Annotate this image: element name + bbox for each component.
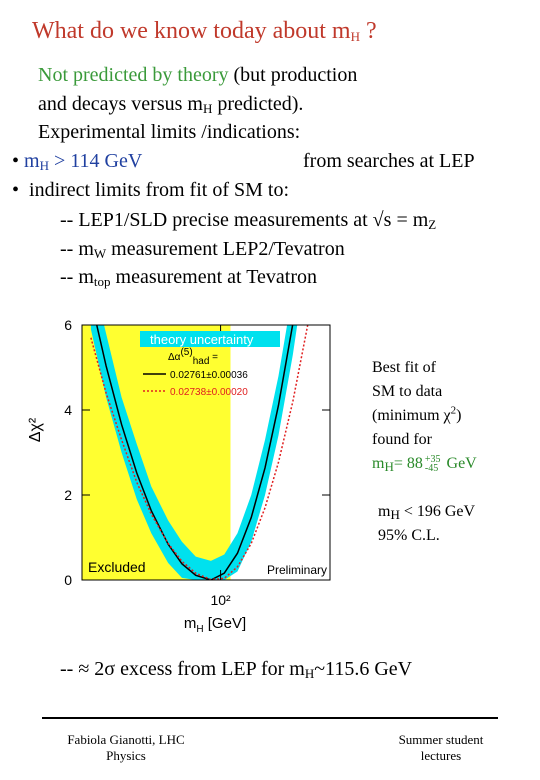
text: SM to data — [372, 383, 443, 400]
sub: H — [39, 158, 49, 173]
plot-area — [82, 325, 330, 580]
legend-header-part: had — [193, 356, 210, 367]
text: Summer student — [398, 732, 484, 747]
limit-note: mH < 196 GeV 95% C.L. — [378, 500, 475, 548]
text: [GeV] — [204, 615, 247, 632]
frame — [81, 324, 331, 581]
body-line: and decays versus mH predicted). — [38, 93, 303, 116]
series-line — [95, 325, 294, 580]
title-text: What do we know today about m — [32, 18, 351, 44]
legend-label: 0.02761±0.00036 — [170, 370, 248, 381]
x-axis-label: mH [GeV] — [184, 615, 246, 635]
body-line: Experimental limits /indications: — [38, 121, 301, 143]
text: = 88 — [393, 455, 423, 472]
text: m — [372, 455, 385, 472]
text: > 114 GeV — [48, 150, 143, 172]
sub: top — [93, 274, 111, 289]
sup: 2 — [450, 404, 457, 417]
text: lectures — [420, 748, 462, 763]
text: m — [378, 503, 391, 520]
annotation: Preliminary — [267, 563, 327, 577]
text: Fabiola Gianotti, LHC — [67, 732, 185, 747]
plot: Δχ² mH [GeV] 0 2 4 6 10² Excluded Preliminary t… — [27, 317, 331, 635]
legend-band-label: theory uncertainty — [150, 332, 254, 347]
text: -- m — [60, 266, 94, 288]
text: Best fit of — [372, 359, 436, 376]
sub: H — [196, 624, 203, 635]
sup: +35 — [424, 454, 441, 466]
sub: Z — [428, 217, 437, 232]
text: (but production — [228, 64, 358, 86]
legend-header: Δα(5)had = — [168, 347, 218, 367]
bullet-line: • indirect limits from fit of SM to: — [12, 179, 289, 202]
text: indirect limits from fit of SM to: — [29, 179, 289, 201]
legend-band — [140, 331, 280, 347]
result: mH= 88 +35 -45 GeV — [372, 452, 477, 476]
text: found for — [372, 431, 432, 448]
y-tick-label: 6 — [64, 317, 72, 333]
y-tick-label: 2 — [64, 487, 72, 503]
sub: W — [93, 246, 107, 261]
body-line: -- mW measurement LEP2/Tevatron — [60, 238, 345, 261]
text: measurement LEP2/Tevatron — [106, 238, 345, 260]
text: measurement at Tevatron — [110, 266, 317, 288]
body-line: -- mtop measurement at Tevatron — [60, 266, 317, 289]
highlight: Not predicted by theory — [38, 64, 229, 86]
body-line: from searches at LEP — [303, 150, 475, 172]
text: < 196 GeV — [399, 503, 476, 520]
sub: H — [384, 459, 394, 474]
text: predicted). — [212, 93, 304, 115]
excluded-label-box — [84, 558, 160, 576]
text: (minimum χ2) — [372, 404, 477, 428]
footer-left: Fabiola Gianotti, LHC Physics — [56, 732, 196, 764]
footer-right: Summer student lectures — [386, 732, 496, 764]
legend-header-part: = — [209, 352, 218, 363]
body-line: -- LEP1/SLD precise measurements at √s =… — [60, 209, 436, 232]
bullet: • — [12, 150, 20, 172]
y-tick-label: 0 — [64, 572, 72, 588]
x-tick-label: 10² — [210, 592, 231, 608]
text: -- ≈ 2σ excess from LEP for m — [60, 658, 305, 680]
fit-note: Best fit of SM to data (minimum χ2) found f… — [372, 356, 477, 476]
y-axis-label: Δχ² — [27, 417, 44, 442]
series-line — [90, 325, 309, 580]
sub: H — [390, 507, 400, 522]
sub: H — [304, 666, 315, 681]
text: m — [24, 150, 40, 172]
text: ~115.6 GeV — [314, 658, 413, 680]
y-tick-label: 4 — [64, 402, 72, 418]
text: ) — [456, 407, 462, 424]
excess: -- ≈ 2σ excess from LEP for mH~115.6 GeV — [60, 658, 412, 681]
text: m — [184, 615, 197, 632]
text: (minimum χ — [372, 407, 451, 424]
footer-rule — [42, 717, 498, 719]
body-line: Not predicted by theory (but production — [38, 64, 357, 87]
text: GeV — [442, 455, 477, 472]
title-text: ? — [360, 18, 377, 44]
sub: H — [202, 101, 213, 116]
text: 95% C.L. — [378, 527, 440, 544]
text: -- LEP1/SLD precise measurements at √s =… — [60, 209, 429, 231]
sub: -45 — [424, 463, 439, 475]
legend-header-part: (5) — [180, 347, 192, 358]
text: -- m — [60, 238, 94, 260]
bullet: • — [12, 179, 20, 201]
title-sub: H — [350, 29, 360, 44]
text: mH < 196 GeV — [378, 500, 475, 524]
legend-header-part: Δα — [168, 352, 181, 363]
band — [90, 325, 298, 580]
text: Physics — [106, 748, 146, 763]
legend-label: 0.02738±0.00020 — [170, 387, 248, 398]
text: and decays versus m — [38, 93, 203, 115]
bullet-line: • mH > 114 GeV — [12, 150, 142, 173]
title: What do we know today about mH ? — [32, 18, 377, 45]
excluded-label: Excluded — [88, 559, 146, 575]
